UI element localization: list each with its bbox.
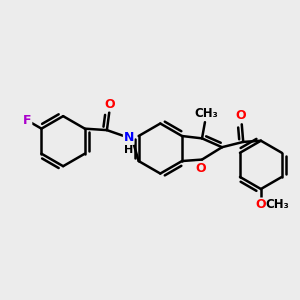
Text: O: O: [256, 198, 266, 211]
Text: N: N: [124, 131, 134, 144]
Text: CH₃: CH₃: [194, 107, 218, 120]
Text: O: O: [195, 163, 206, 176]
Text: CH₃: CH₃: [265, 198, 289, 211]
Text: O: O: [236, 110, 247, 122]
Text: O: O: [104, 98, 115, 111]
Text: H: H: [124, 145, 133, 155]
Text: F: F: [23, 114, 32, 127]
